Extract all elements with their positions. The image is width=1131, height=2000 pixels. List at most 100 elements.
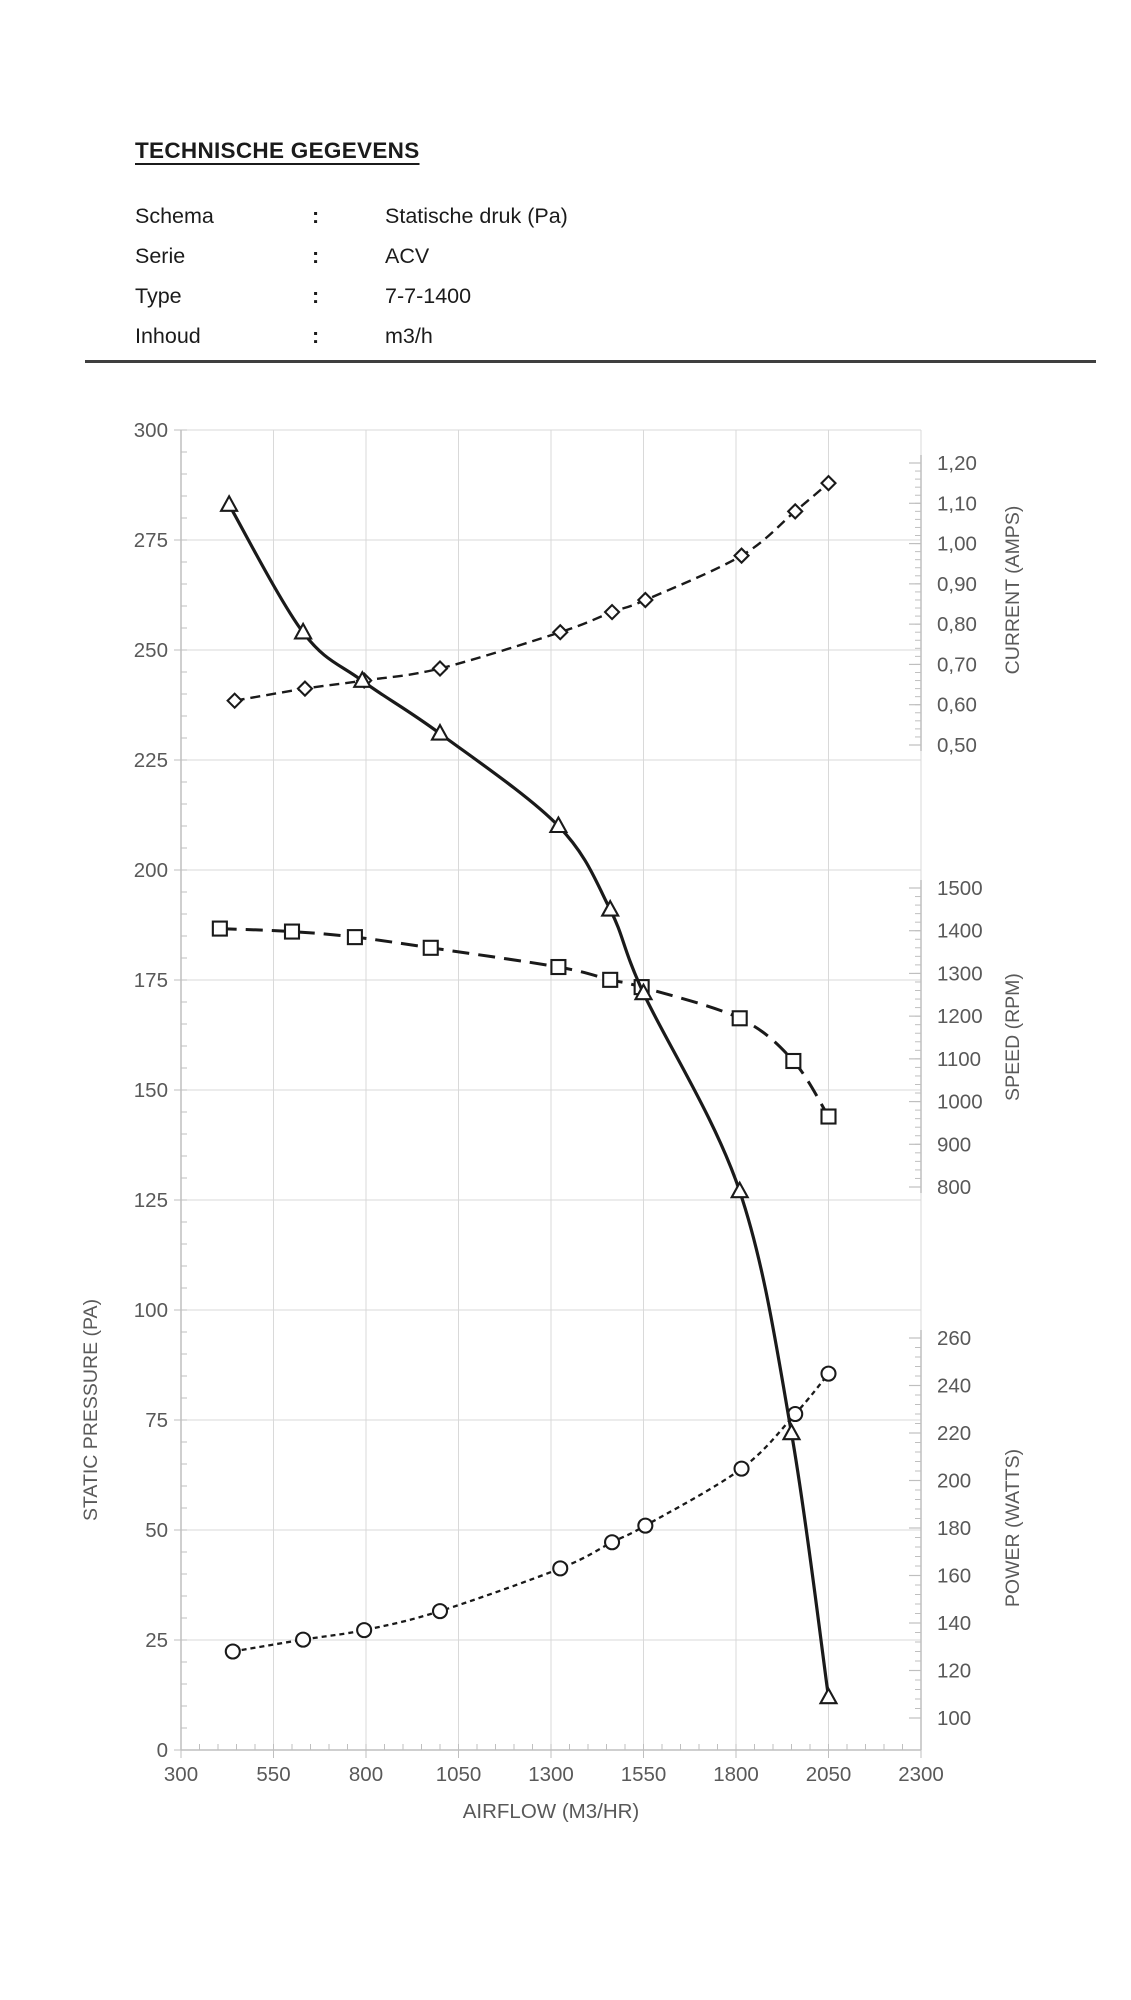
square-marker bbox=[820, 1108, 837, 1125]
square-marker bbox=[211, 920, 228, 937]
triangle-marker bbox=[219, 494, 239, 512]
circle-marker bbox=[637, 1517, 654, 1534]
pressure-tick-label: 150 bbox=[134, 1079, 168, 1102]
x-tick-label: 550 bbox=[256, 1763, 290, 1786]
pressure-tick-label: 200 bbox=[134, 859, 168, 882]
pressure-tick-label: 100 bbox=[134, 1299, 168, 1322]
speed-tick-label: 1300 bbox=[937, 962, 983, 985]
speed-tick-label: 800 bbox=[937, 1176, 971, 1199]
current-tick-label: 1,00 bbox=[937, 533, 977, 556]
axis-speed: 800 900 1000 1100 1200 1300 1400 1500 SPEED (RPM… bbox=[909, 877, 1024, 1199]
power-tick-label: 260 bbox=[937, 1327, 971, 1350]
divider bbox=[85, 360, 1096, 363]
info-value: 7-7-1400 bbox=[385, 283, 472, 308]
square-marker bbox=[785, 1052, 802, 1070]
info-value: m3/h bbox=[385, 323, 433, 348]
diamond-marker bbox=[296, 680, 314, 698]
current-tick-label: 1,10 bbox=[937, 492, 977, 515]
series-speed bbox=[211, 920, 837, 1125]
speed-tick-label: 1000 bbox=[937, 1091, 983, 1114]
triangle-marker bbox=[293, 621, 313, 640]
page-title: TECHNISCHE GEGEVENS bbox=[135, 138, 420, 163]
square-marker bbox=[550, 958, 567, 976]
x-tick-label: 1050 bbox=[436, 1763, 482, 1786]
current-tick-label: 0,60 bbox=[937, 694, 977, 717]
x-tick-label: 1300 bbox=[528, 1763, 574, 1786]
diamond-marker bbox=[431, 659, 449, 677]
diamond-marker bbox=[551, 623, 569, 641]
triangle-marker bbox=[818, 1686, 839, 1705]
speed-axis-title: SPEED (RPM) bbox=[1002, 973, 1024, 1101]
current-tick-label: 0,70 bbox=[937, 653, 977, 676]
power-tick-label: 200 bbox=[937, 1470, 971, 1493]
triangle-marker bbox=[430, 722, 450, 741]
pressure-tick-label: 275 bbox=[134, 529, 168, 552]
info-separator: : bbox=[312, 283, 320, 308]
current-tick-label: 0,80 bbox=[937, 613, 977, 636]
info-label: Type bbox=[135, 283, 182, 308]
pressure-axis-title: STATIC PRESSURE (PA) bbox=[80, 1299, 102, 1521]
pressure-tick-label: 0 bbox=[157, 1739, 168, 1762]
power-tick-label: 100 bbox=[937, 1707, 971, 1730]
power-axis-title: POWER (WATTS) bbox=[1002, 1449, 1024, 1607]
triangle-marker bbox=[600, 898, 620, 917]
info-table: Schema : Statische druk (Pa) Serie : ACV… bbox=[135, 196, 735, 356]
info-value: Statische druk (Pa) bbox=[385, 203, 568, 228]
diamond-marker bbox=[226, 692, 244, 710]
pressure-tick-label: 25 bbox=[145, 1629, 168, 1652]
series-static-pressure bbox=[219, 494, 839, 1705]
current-tick-label: 0,50 bbox=[937, 734, 977, 757]
power-tick-label: 220 bbox=[937, 1422, 971, 1445]
series-current bbox=[226, 474, 837, 710]
info-separator: : bbox=[312, 243, 320, 268]
pressure-tick-label: 50 bbox=[145, 1519, 168, 1542]
circle-marker bbox=[224, 1643, 241, 1660]
diamond-marker bbox=[636, 591, 654, 609]
current-axis-title: CURRENT (AMPS) bbox=[1002, 506, 1024, 675]
square-marker bbox=[283, 923, 301, 940]
x-tick-label: 2050 bbox=[806, 1763, 852, 1786]
info-row-type: Type : 7-7-1400 bbox=[135, 276, 735, 316]
power-tick-label: 160 bbox=[937, 1565, 971, 1588]
speed-tick-label: 1100 bbox=[937, 1048, 981, 1071]
pressure-tick-label: 250 bbox=[134, 639, 168, 662]
info-row-inhoud: Inhoud : m3/h bbox=[135, 316, 735, 356]
x-tick-label: 2300 bbox=[898, 1763, 944, 1786]
info-value: ACV bbox=[385, 243, 430, 268]
power-tick-label: 140 bbox=[937, 1612, 971, 1635]
current-tick-label: 1,20 bbox=[937, 452, 977, 475]
square-marker bbox=[422, 939, 439, 956]
series-power bbox=[224, 1365, 837, 1660]
x-tick-label: 1800 bbox=[713, 1763, 759, 1786]
pressure-tick-label: 175 bbox=[134, 969, 168, 992]
diamond-marker bbox=[733, 547, 751, 565]
square-marker bbox=[731, 1010, 748, 1027]
triangle-marker bbox=[781, 1422, 802, 1441]
info-row-schema: Schema : Statische druk (Pa) bbox=[135, 196, 735, 236]
square-marker bbox=[602, 971, 619, 988]
diamond-marker bbox=[603, 603, 621, 621]
x-axis-title: AIRFLOW (M3/HR) bbox=[463, 1800, 640, 1823]
power-tick-label: 180 bbox=[937, 1517, 971, 1540]
axis-power: 100 120 140 160 180 200 220 240 260 POWER (WATTS) bbox=[909, 1327, 1024, 1750]
circle-marker bbox=[603, 1534, 621, 1551]
triangle-marker bbox=[352, 670, 373, 688]
triangle-marker bbox=[729, 1180, 750, 1199]
info-label: Inhoud bbox=[135, 323, 201, 348]
pressure-tick-label: 300 bbox=[134, 419, 168, 442]
circle-marker bbox=[552, 1560, 569, 1577]
info-separator: : bbox=[312, 203, 320, 228]
fan-performance-chart: 300 550 800 1050 1300 1550 1800 2050 2300AIRFLOW… bbox=[80, 419, 1024, 1823]
current-tick-label: 0,90 bbox=[937, 573, 977, 596]
pressure-tick-label: 125 bbox=[134, 1189, 168, 1212]
circle-marker bbox=[295, 1631, 312, 1648]
circle-marker bbox=[356, 1622, 373, 1639]
x-tick-label: 800 bbox=[349, 1763, 383, 1786]
x-tick-label: 300 bbox=[164, 1763, 198, 1786]
pressure-tick-label: 75 bbox=[145, 1409, 168, 1432]
axis-current: 0,50 0,60 0,70 0,80 0,90 1,00 1,10 1,20 CURRENT … bbox=[909, 452, 1024, 757]
square-marker bbox=[346, 929, 363, 946]
diamond-marker bbox=[786, 502, 804, 520]
info-label: Serie bbox=[135, 243, 186, 268]
